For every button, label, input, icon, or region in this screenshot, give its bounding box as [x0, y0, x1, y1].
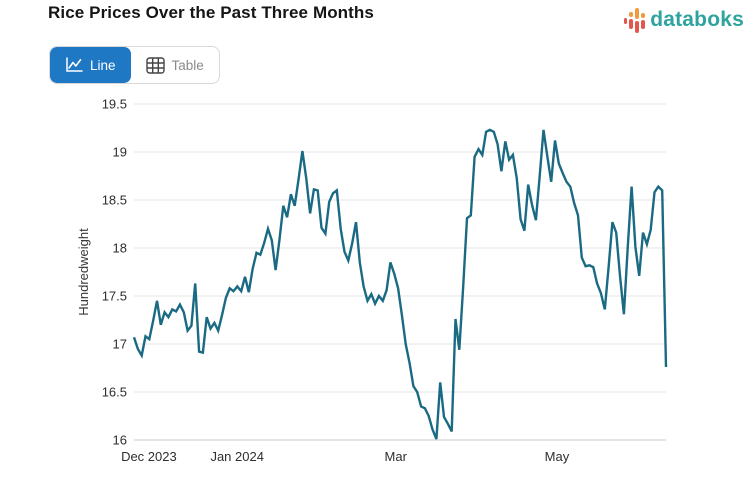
svg-text:19.5: 19.5: [102, 97, 127, 112]
svg-text:19: 19: [113, 145, 127, 160]
svg-text:Jan 2024: Jan 2024: [210, 449, 264, 464]
line-view-button[interactable]: Line: [50, 47, 131, 83]
svg-text:Mar: Mar: [385, 449, 408, 464]
table-view-label: Table: [171, 57, 204, 73]
svg-text:17.5: 17.5: [102, 289, 127, 304]
svg-text:May: May: [545, 449, 570, 464]
svg-text:18.5: 18.5: [102, 193, 127, 208]
databoks-logo[interactable]: databoks: [624, 6, 744, 35]
line-view-label: Line: [90, 57, 116, 73]
databoks-logo-text: databoks: [650, 8, 744, 31]
view-toggle: Line Table: [49, 46, 220, 84]
table-icon: [145, 56, 165, 74]
databoks-logo-icon: [624, 7, 648, 35]
svg-text:17: 17: [113, 337, 127, 352]
svg-text:Dec 2023: Dec 2023: [121, 449, 177, 464]
svg-text:18: 18: [113, 241, 127, 256]
line-chart-icon: [65, 57, 83, 73]
table-view-button[interactable]: Table: [131, 47, 219, 83]
page-title: Rice Prices Over the Past Three Months: [48, 3, 374, 22]
svg-text:16: 16: [113, 433, 127, 448]
svg-text:16.5: 16.5: [102, 385, 127, 400]
svg-text:Hundredweight: Hundredweight: [76, 228, 91, 316]
